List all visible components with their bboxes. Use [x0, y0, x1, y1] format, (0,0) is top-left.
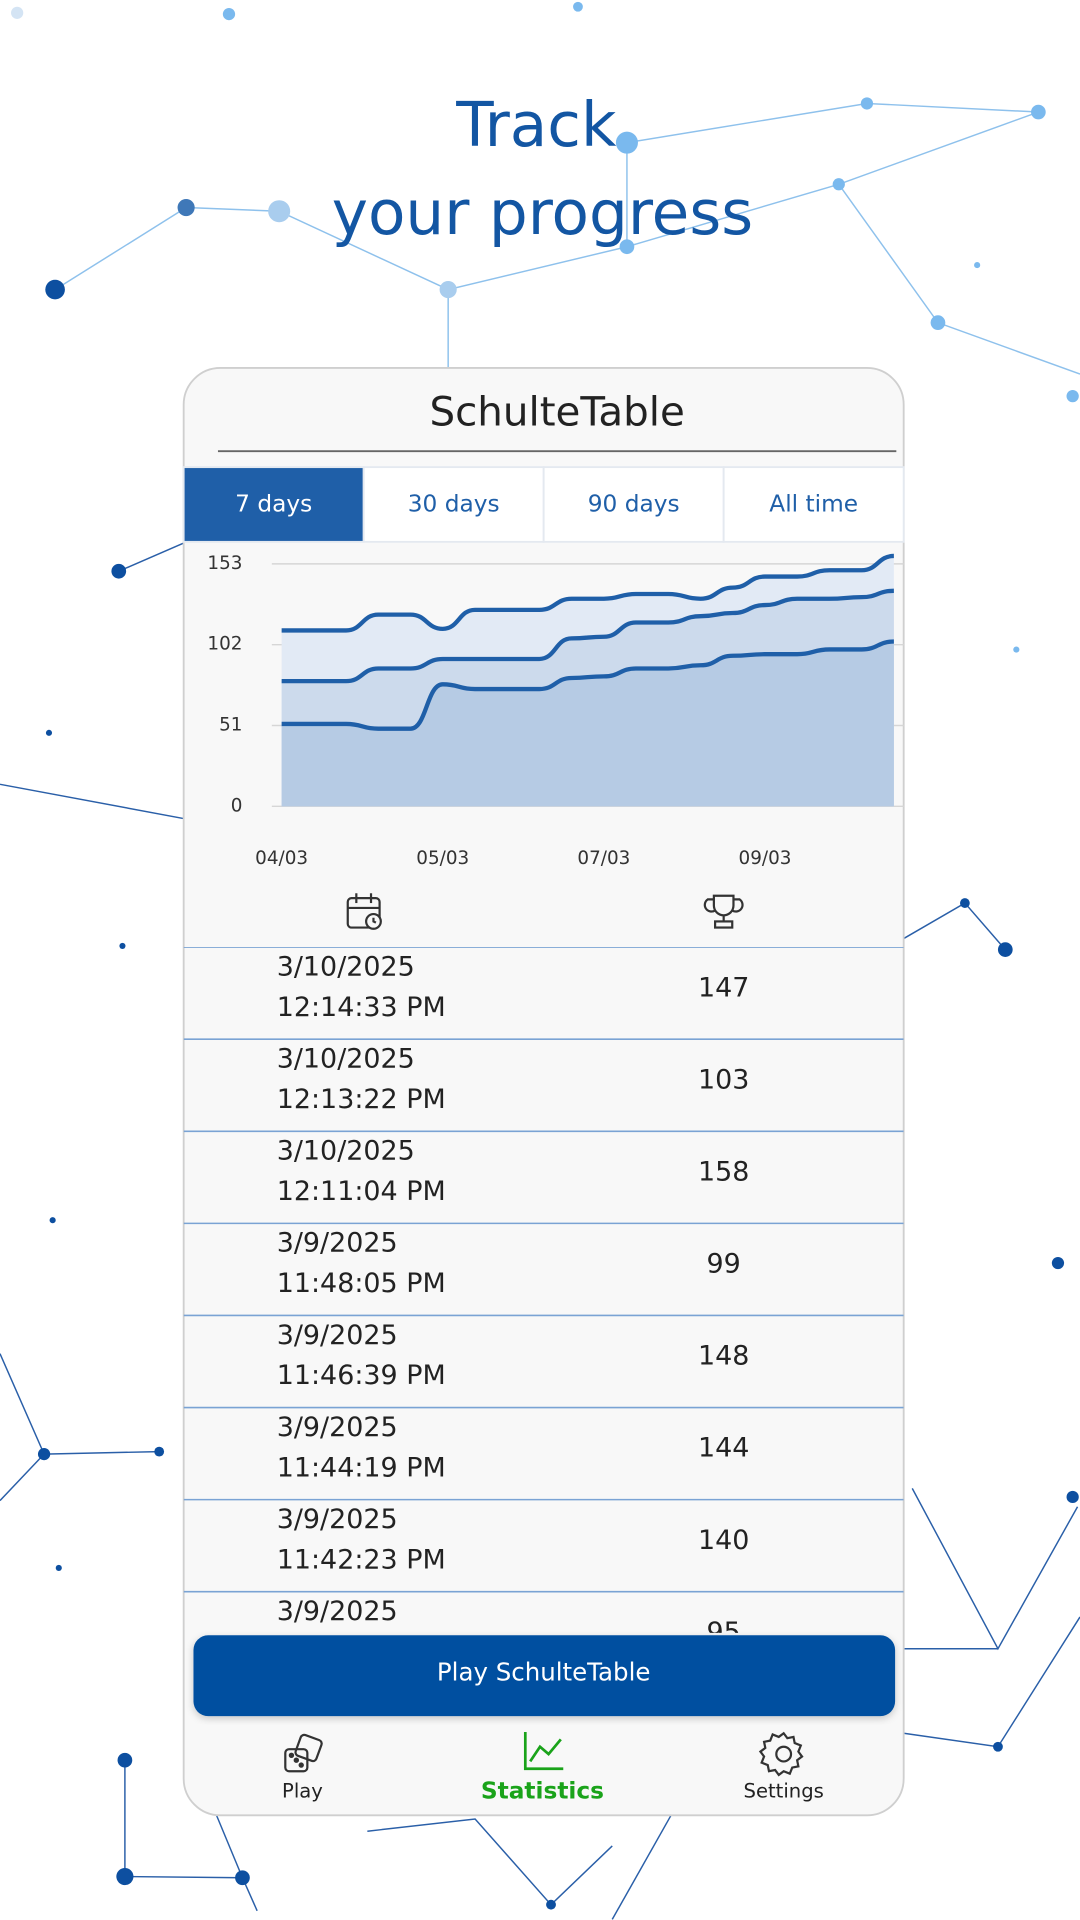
line [281, 639, 894, 731]
row-date: 3/9/2025 [277, 1228, 398, 1259]
row-time: 12:11:04 PM [277, 1176, 446, 1207]
area [281, 641, 894, 807]
row-date: 3/10/2025 [277, 1044, 415, 1075]
play-button[interactable] [193, 1635, 896, 1717]
tab-bar: 7 days 30 days 90 days All time [182, 466, 905, 543]
nav-label[interactable]: Settings [744, 1780, 824, 1803]
x-tick-label: 09/03 [739, 848, 792, 869]
chart-icon[interactable] [523, 1732, 564, 1771]
row-time: 11:42:23 PM [277, 1544, 446, 1575]
row-time: 11:44:19 PM [277, 1452, 446, 1483]
row-date: 3/10/2025 [277, 1136, 415, 1167]
tab[interactable] [542, 466, 725, 543]
tab-label[interactable]: 7 days [235, 491, 312, 518]
row-score: 147 [698, 972, 749, 1003]
row-date: 3/9/2025 [277, 1596, 398, 1627]
row-score: 140 [698, 1525, 749, 1556]
calendar-icon [346, 893, 382, 930]
row-time: 11:48:05 PM [277, 1268, 446, 1299]
y-tick-label: 51 [219, 715, 242, 736]
y-tick-label: 153 [207, 553, 242, 574]
app-title: SchulteTable [429, 387, 684, 435]
row-date: 3/9/2025 [277, 1320, 398, 1351]
bottom-nav: Play Statistics Settings [282, 1778, 824, 1805]
tab[interactable] [722, 466, 905, 543]
headline-line: your progress [332, 178, 753, 249]
row-score: 99 [707, 1249, 741, 1280]
y-tick-label: 0 [231, 795, 243, 816]
play-button-label[interactable]: Play SchulteTable [437, 1657, 651, 1686]
tab-label[interactable]: 90 days [588, 491, 680, 518]
row-time: 11:46:39 PM [277, 1360, 446, 1391]
results-table: 3/10/2025 12:14:33 PM 147 3/10/2025 12:13:22… [183, 947, 904, 1648]
x-tick-label: 07/03 [577, 848, 630, 869]
row-time: 12:14:33 PM [277, 992, 446, 1023]
row-score: 103 [698, 1064, 749, 1095]
tab[interactable] [362, 466, 545, 543]
row-score: 158 [698, 1156, 749, 1187]
row-score: 144 [698, 1433, 749, 1464]
line [281, 588, 894, 684]
row-date: 3/9/2025 [277, 1412, 398, 1443]
tab-label[interactable]: All time [769, 491, 858, 518]
tab-label[interactable]: 30 days [408, 491, 500, 518]
nav-label[interactable]: Play [282, 1780, 323, 1803]
headline-line: Track [455, 90, 617, 161]
tab[interactable] [182, 466, 365, 543]
row-score: 95 [707, 1617, 741, 1648]
chart: 0 51 102 153 04/03 05/03 07/03 09/03 [207, 553, 904, 869]
row-date: 3/10/2025 [277, 951, 415, 982]
x-tick-label: 05/03 [416, 848, 469, 869]
dice-icon[interactable] [284, 1733, 323, 1773]
row-time: 12:13:22 PM [277, 1084, 446, 1115]
row-date: 3/9/2025 [277, 1504, 398, 1535]
trophy-icon [703, 894, 744, 929]
x-tick-label: 04/03 [255, 848, 308, 869]
nav-label[interactable]: Statistics [481, 1778, 604, 1805]
y-tick-label: 102 [207, 634, 242, 655]
row-score: 148 [698, 1341, 749, 1372]
gear-icon[interactable] [758, 1731, 804, 1777]
background-stars [11, 1, 1079, 1910]
line [281, 553, 895, 633]
